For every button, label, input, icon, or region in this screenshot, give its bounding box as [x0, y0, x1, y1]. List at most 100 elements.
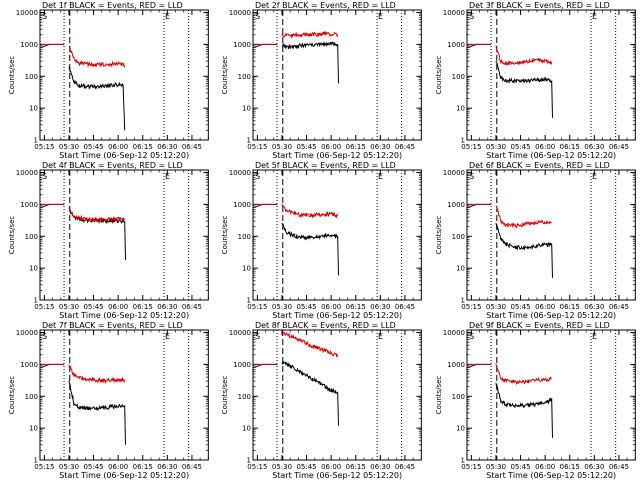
detector-panel-5: Det 5f BLACK = Events, RED = LLD 1 10 100 10…: [221, 161, 423, 320]
x-tick-label: 05:30: [272, 143, 292, 151]
detector-panel-6: Det 6f BLACK = Events, RED = LLD 1 10 100 10…: [435, 161, 636, 320]
x-tick-label: 05:15: [34, 303, 54, 311]
s-marker-label: S: [42, 172, 47, 181]
panel-title: Det 6f BLACK = Events, RED = LLD: [469, 161, 610, 170]
y-tick-label: 100: [25, 233, 38, 241]
x-tick-label: 06:15: [346, 303, 366, 311]
y-tick-label: 100: [451, 233, 464, 241]
y-axis-label: Counts/sec: [221, 376, 229, 415]
x-tick-label: 05:30: [486, 143, 506, 151]
plot-frame: [466, 169, 636, 301]
x-tick-label: 05:45: [83, 143, 103, 151]
y-tick-label: 10: [456, 105, 465, 113]
y-tick-label: 1: [460, 136, 464, 144]
x-tick-label: 06:15: [559, 303, 579, 311]
events-series-line: [68, 380, 126, 445]
x-tick-label: 06:30: [584, 463, 604, 471]
s-marker-label: S: [255, 12, 260, 21]
events-series-line: [495, 382, 553, 438]
y-tick-label: 1: [34, 296, 38, 304]
x-tick-label: 05:15: [34, 463, 54, 471]
x-axis-label: Start Time (06-Sep-12 05:12:20): [59, 311, 189, 320]
x-tick-label: 05:15: [461, 143, 481, 151]
y-axis-label: Counts/sec: [221, 216, 229, 255]
plot-frame: [39, 9, 209, 141]
lld-series-line: [68, 45, 126, 69]
y-tick-label: 10: [242, 425, 251, 433]
y-tick-label: 1: [460, 296, 464, 304]
x-tick-label: 06:00: [321, 463, 341, 471]
x-tick-label: 06:45: [609, 143, 629, 151]
s-marker-label: S: [469, 332, 474, 341]
series-group: [254, 331, 340, 426]
plot-frame: [39, 329, 209, 461]
x-axis-label: Start Time (06-Sep-12 05:12:20): [273, 311, 403, 320]
y-tick-label: 100: [451, 73, 464, 81]
x-tick-label: 06:15: [346, 143, 366, 151]
detector-panel-4: Det 4f BLACK = Events, RED = LLD 1 10 100 10…: [8, 161, 209, 320]
detector-panel-9: Det 9f BLACK = Events, RED = LLD 1 10 100 10…: [435, 321, 636, 480]
y-axis-label: Counts/sec: [8, 376, 16, 415]
y-axis-label: Counts/sec: [8, 56, 16, 95]
y-tick-label: 10000: [442, 9, 464, 17]
x-tick-label: 05:45: [83, 303, 103, 311]
x-tick-label: 05:30: [59, 303, 79, 311]
x-tick-label: 05:45: [510, 143, 530, 151]
plot-frame: [466, 329, 636, 461]
series-group: [467, 43, 553, 118]
panel-title: Det 1f BLACK = Events, RED = LLD: [42, 1, 183, 10]
events-series-line: [68, 208, 126, 261]
y-axis-label: Counts/sec: [8, 216, 16, 255]
y-tick-label: 1: [460, 456, 464, 464]
x-tick-label: 06:30: [371, 303, 391, 311]
x-tick-label: 06:45: [609, 303, 629, 311]
x-tick-label: 05:15: [248, 143, 268, 151]
y-axis-label: Counts/sec: [435, 376, 443, 415]
y-tick-label: 1000: [234, 201, 252, 209]
series-group: [467, 203, 553, 278]
y-tick-label: 1000: [447, 201, 465, 209]
x-tick-label: 06:00: [321, 143, 341, 151]
x-tick-label: 05:15: [248, 303, 268, 311]
y-axis-label: Counts/sec: [221, 56, 229, 95]
x-tick-label: 05:45: [297, 463, 317, 471]
x-tick-label: 05:30: [59, 143, 79, 151]
x-tick-label: 06:15: [133, 143, 153, 151]
y-tick-label: 10: [456, 265, 465, 273]
x-tick-label: 06:45: [182, 143, 202, 151]
lld-series-line: [281, 203, 339, 219]
y-tick-label: 1000: [447, 41, 465, 49]
x-tick-label: 06:00: [535, 143, 555, 151]
lld-series-line: [68, 205, 125, 223]
x-axis-label: Start Time (06-Sep-12 05:12:20): [273, 471, 403, 480]
panel-title: Det 5f BLACK = Events, RED = LLD: [255, 161, 396, 170]
e-marker-label: E: [592, 12, 597, 21]
plot-frame: [252, 9, 423, 141]
x-tick-label: 06:00: [108, 463, 128, 471]
lld-series-line: [281, 30, 339, 40]
events-series-line: [281, 222, 340, 276]
events-series-line: [281, 360, 340, 426]
x-tick-label: 05:30: [272, 303, 292, 311]
x-tick-label: 06:00: [535, 303, 555, 311]
y-tick-label: 10000: [16, 9, 38, 17]
lld-series-line: [495, 45, 552, 66]
panel-title: Det 9f BLACK = Events, RED = LLD: [469, 321, 610, 330]
x-tick-label: 06:45: [395, 303, 415, 311]
y-tick-label: 1: [34, 456, 38, 464]
x-tick-label: 06:00: [108, 303, 128, 311]
y-tick-label: 100: [451, 393, 464, 401]
events-series-line: [282, 41, 340, 84]
plot-frame: [466, 9, 636, 141]
x-tick-label: 05:45: [83, 463, 103, 471]
detector-panel-2: Det 2f BLACK = Events, RED = LLD 1 10 100 10…: [221, 1, 423, 160]
x-tick-label: 06:30: [157, 303, 177, 311]
y-tick-label: 10000: [229, 169, 251, 177]
plot-frame: [252, 169, 423, 301]
x-tick-label: 06:15: [133, 463, 153, 471]
e-marker-label: E: [592, 332, 597, 341]
x-tick-label: 06:45: [182, 463, 202, 471]
x-tick-label: 05:45: [297, 143, 317, 151]
y-tick-label: 1000: [234, 41, 252, 49]
